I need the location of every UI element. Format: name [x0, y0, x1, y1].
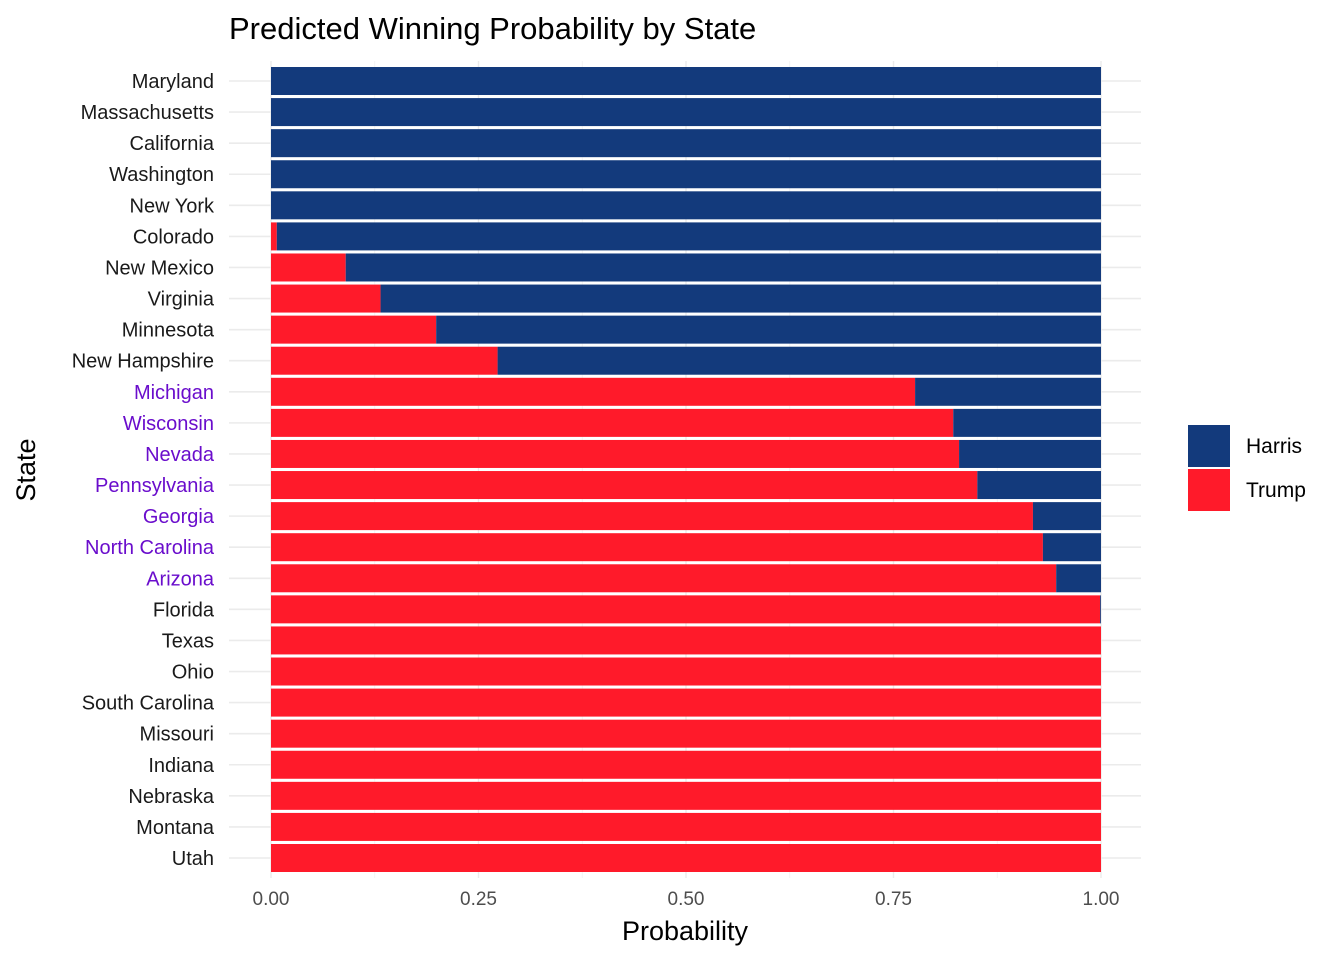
- bar-harris-new-york: [271, 191, 1101, 220]
- bar-harris-florida: [1100, 595, 1101, 624]
- bar-trump-new-mexico: [271, 253, 346, 282]
- x-tick-labels: 0.00 0.25 0.50 0.75 1.00: [253, 889, 1120, 910]
- bars: [271, 67, 1102, 872]
- y-tick-label-nebraska: Nebraska: [128, 786, 214, 808]
- y-tick-label-indiana: Indiana: [148, 755, 214, 777]
- bar-harris-new-hampshire: [497, 346, 1102, 375]
- y-tick-label-ohio: Ohio: [172, 662, 214, 684]
- bar-trump-indiana: [271, 750, 1101, 779]
- y-tick-label-new-york: New York: [130, 195, 215, 217]
- y-tick-label-florida: Florida: [153, 599, 215, 621]
- legend-key-harris: [1188, 425, 1230, 467]
- bar-harris-massachusetts: [271, 98, 1101, 127]
- bar-harris-georgia: [1032, 502, 1101, 531]
- y-tick-label-colorado: Colorado: [133, 226, 214, 248]
- y-tick-label-north-carolina: North Carolina: [85, 537, 215, 559]
- bar-trump-minnesota: [271, 315, 437, 344]
- y-tick-label-nevada: Nevada: [145, 444, 215, 466]
- bar-harris-maryland: [271, 67, 1101, 95]
- y-tick-label-south-carolina: South Carolina: [82, 693, 215, 715]
- bar-harris-colorado: [276, 222, 1101, 251]
- bar-harris-washington: [271, 160, 1101, 189]
- bar-harris-virginia: [380, 284, 1101, 313]
- bar-trump-florida: [271, 595, 1101, 624]
- y-tick-label-georgia: Georgia: [143, 506, 215, 528]
- bar-trump-georgia: [271, 502, 1033, 531]
- y-tick-label-arizona: Arizona: [146, 568, 215, 590]
- bar-trump-utah: [271, 844, 1101, 872]
- legend-label-harris: Harris: [1246, 435, 1302, 458]
- bar-harris-arizona: [1056, 564, 1101, 593]
- bar-trump-wisconsin: [271, 408, 954, 437]
- bar-harris-minnesota: [436, 315, 1101, 344]
- y-tick-label-maryland: Maryland: [132, 71, 214, 93]
- bar-harris-michigan: [915, 377, 1101, 406]
- bar-trump-south-carolina: [271, 688, 1101, 717]
- bar-trump-texas: [271, 626, 1101, 655]
- chart-title: Predicted Winning Probability by State: [229, 11, 756, 46]
- x-axis-title: Probability: [622, 916, 749, 946]
- y-tick-label-missouri: Missouri: [140, 724, 214, 746]
- y-tick-label-utah: Utah: [172, 848, 214, 870]
- bar-trump-pennsylvania: [271, 471, 978, 500]
- x-tick-label: 0.75: [875, 889, 912, 910]
- y-tick-label-texas: Texas: [162, 630, 214, 652]
- y-tick-label-washington: Washington: [109, 164, 214, 186]
- bar-trump-arizona: [271, 564, 1057, 593]
- y-axis-title: State: [11, 438, 41, 501]
- legend-key-trump: [1188, 469, 1230, 511]
- y-tick-label-virginia: Virginia: [148, 289, 215, 311]
- y-tick-label-new-mexico: New Mexico: [105, 257, 214, 279]
- y-tick-label-minnesota: Minnesota: [122, 320, 215, 342]
- bar-trump-montana: [271, 812, 1101, 841]
- y-tick-label-massachusetts: Massachusetts: [81, 102, 214, 124]
- bar-trump-new-hampshire: [271, 346, 498, 375]
- bar-trump-nevada: [271, 439, 960, 468]
- bar-harris-new-mexico: [345, 253, 1101, 282]
- bar-trump-colorado: [271, 222, 277, 251]
- y-tick-label-california: California: [130, 133, 215, 155]
- y-tick-label-new-hampshire: New Hampshire: [72, 351, 214, 373]
- bar-trump-nebraska: [271, 781, 1101, 810]
- y-tick-label-michigan: Michigan: [134, 382, 214, 404]
- bar-trump-missouri: [271, 719, 1101, 748]
- legend-label-trump: Trump: [1246, 479, 1306, 502]
- y-tick-labels: Maryland Massachusetts California Washingto…: [72, 71, 215, 870]
- bar-harris-pennsylvania: [977, 471, 1101, 500]
- bar-harris-wisconsin: [953, 408, 1101, 437]
- x-tick-label: 0.00: [253, 889, 290, 910]
- y-tick-label-montana: Montana: [136, 817, 215, 839]
- legend: Harris Trump: [1188, 425, 1306, 511]
- y-tick-label-pennsylvania: Pennsylvania: [95, 475, 215, 497]
- bar-harris-california: [271, 129, 1101, 158]
- x-tick-label: 1.00: [1083, 889, 1120, 910]
- bar-trump-ohio: [271, 657, 1101, 686]
- y-tick-label-wisconsin: Wisconsin: [123, 413, 214, 435]
- bar-harris-north-carolina: [1042, 533, 1101, 562]
- bar-trump-north-carolina: [271, 533, 1043, 562]
- bar-trump-virginia: [271, 284, 381, 313]
- bar-trump-michigan: [271, 377, 916, 406]
- bar-harris-nevada: [959, 439, 1101, 468]
- x-tick-label: 0.50: [668, 889, 705, 910]
- x-tick-label: 0.25: [460, 889, 497, 910]
